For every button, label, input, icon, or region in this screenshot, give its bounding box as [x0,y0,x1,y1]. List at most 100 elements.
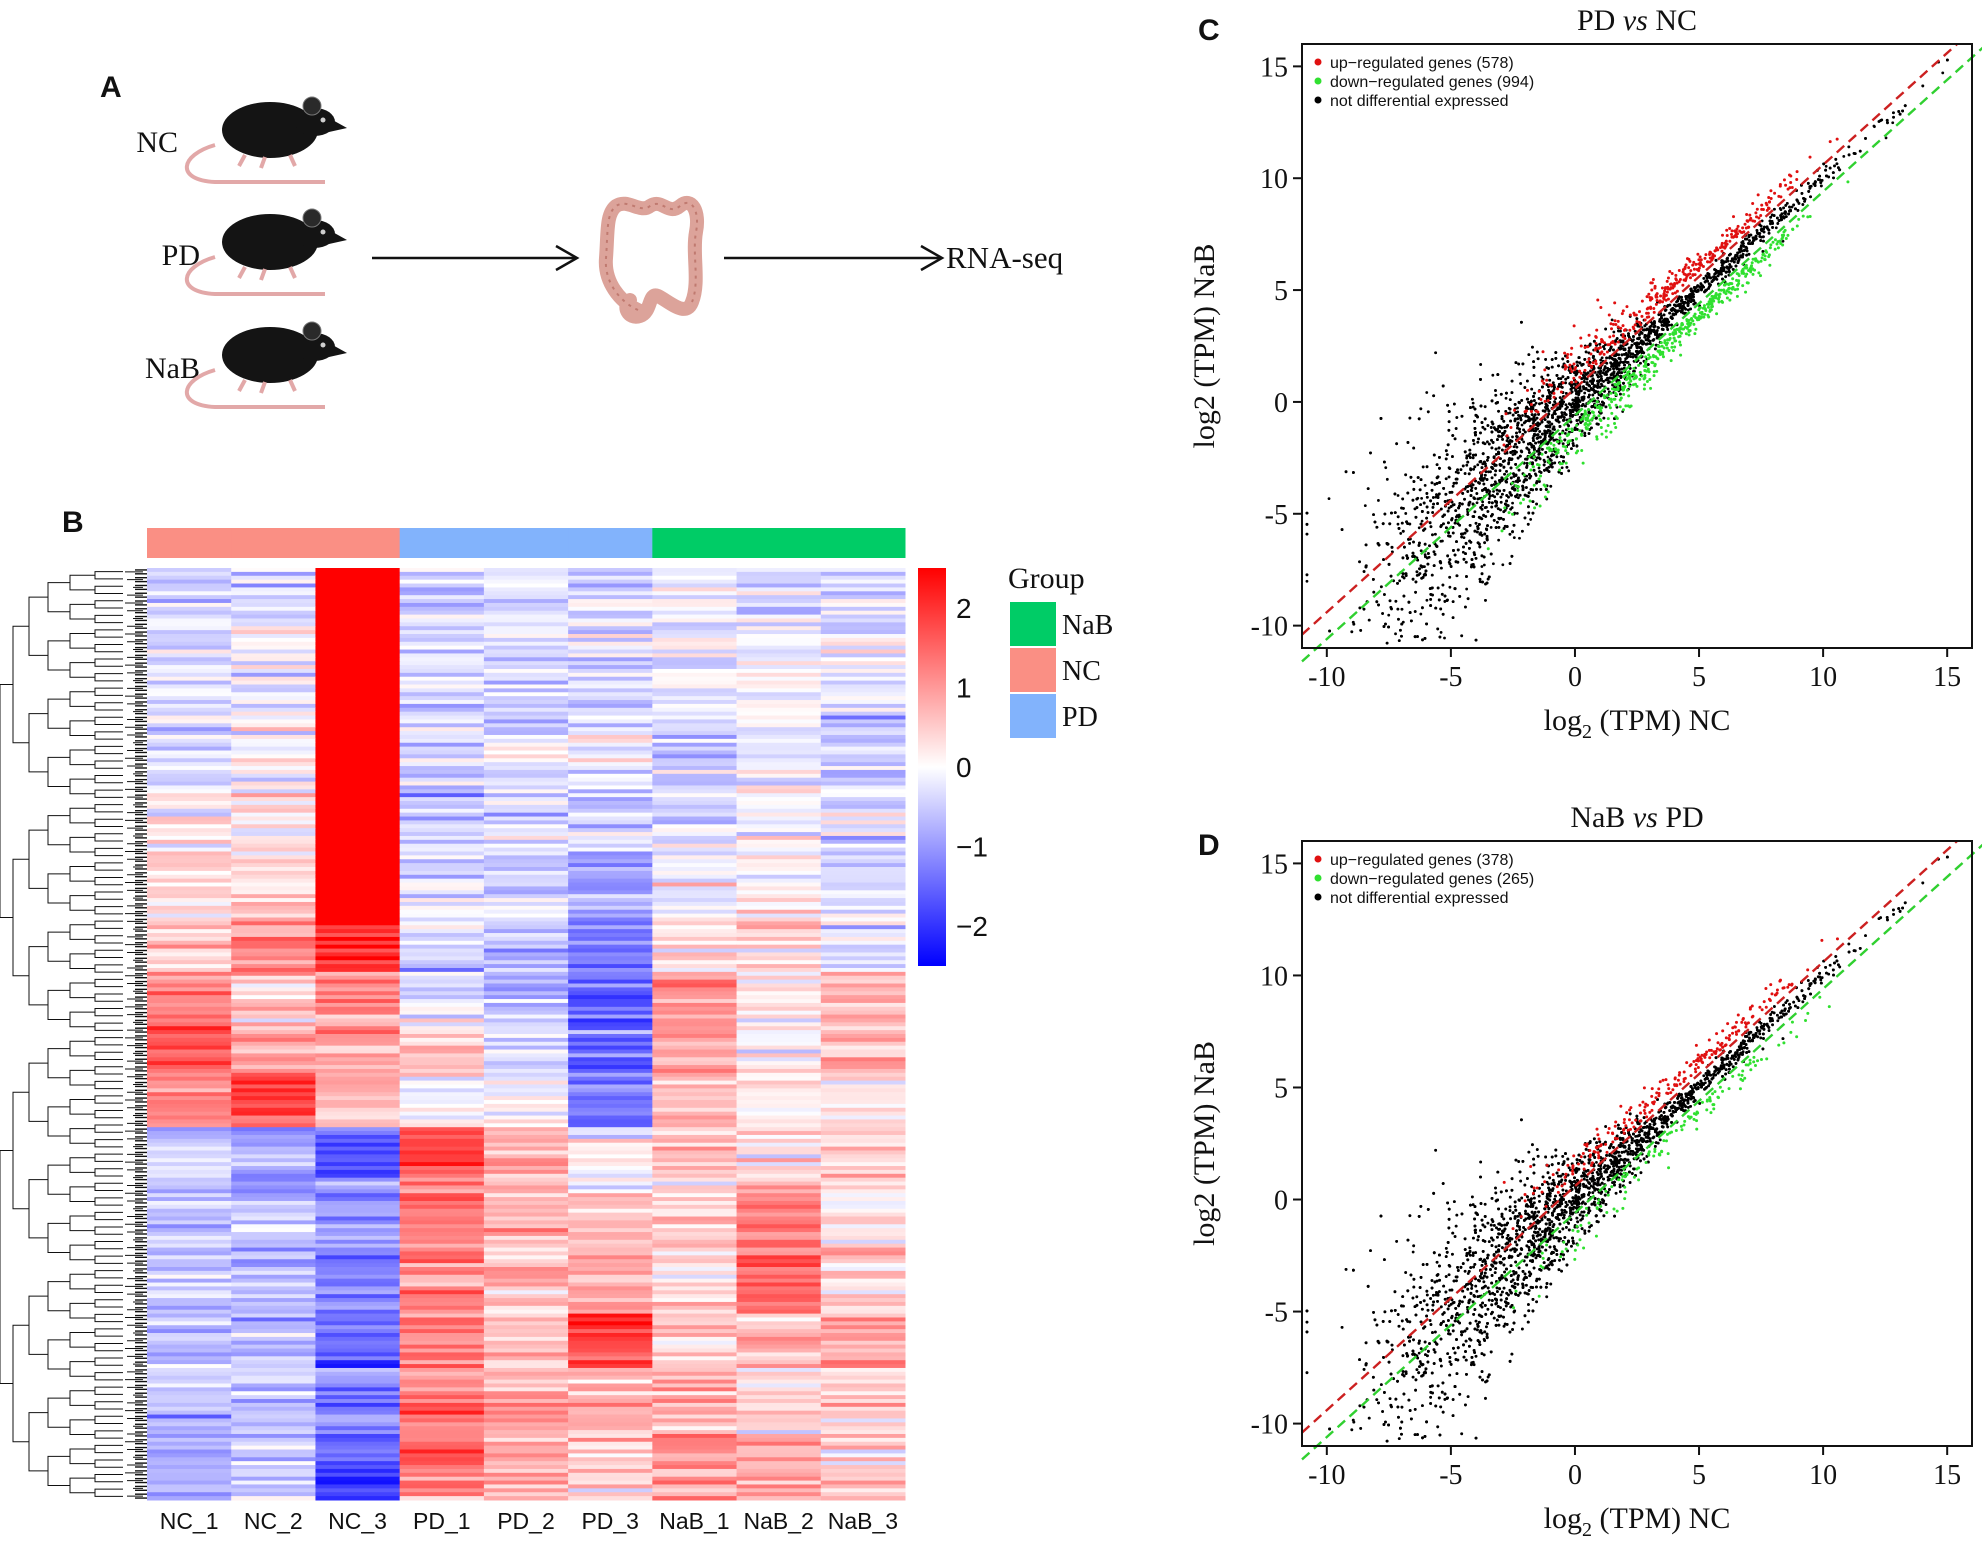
heatmap-cell [483,1216,569,1221]
point-not-differential [1491,562,1495,566]
heatmap-cell [315,641,401,647]
heatmap-cell [568,1018,653,1023]
heatmap-cell [399,618,485,623]
heatmap-cell [315,653,401,658]
heatmap-cell [483,1309,569,1315]
heatmap-cell [652,676,738,682]
heatmap-cell [820,1391,906,1396]
heatmap-cell [147,1259,232,1264]
heatmap-cell [399,1014,485,1019]
heatmap-cell [399,750,485,755]
heatmap-cell [399,1239,485,1245]
heatmap-cell [399,1061,485,1066]
heatmap-cell [568,1371,653,1377]
heatmap-cell [399,1193,485,1198]
heatmap-cell [736,610,822,616]
heatmap-cell [736,1166,822,1171]
heatmap-cell [483,1189,569,1194]
heatmap-cell [736,568,822,573]
heatmap-cell [231,579,316,585]
heatmap-cell [820,1158,906,1163]
heatmap-cell [820,727,906,732]
heatmap-cell [399,1150,485,1155]
heatmap-cell [652,568,738,573]
heatmap-cell [231,680,316,685]
heatmap-cell [399,1441,485,1447]
heatmap-cell [483,773,569,779]
heatmap-cell [820,933,906,938]
heatmap-cell [315,1496,401,1501]
heatmap-cell [147,1472,232,1478]
heatmap-cell [820,595,906,600]
point-not-differential [1560,466,1564,470]
heatmap-cell [652,960,738,965]
heatmap-cell [820,1480,906,1485]
heatmap-cell [652,1010,738,1016]
point-not-differential [1423,483,1427,487]
heatmap-cell [568,649,653,654]
heatmap-cell [147,1414,232,1419]
heatmap-cell [483,1002,569,1008]
heatmap-cell [483,661,569,666]
heatmap-cell [315,649,401,654]
heatmap-cell [652,1134,738,1140]
heatmap-cell [315,987,401,992]
colorbar [918,568,946,966]
heatmap-cell [820,692,906,697]
point-not-differential [1873,125,1876,129]
heatmap-cell [483,1154,569,1159]
heatmap-cell [147,886,232,891]
heatmap-cell [483,1445,569,1451]
heatmap-cell [399,863,485,868]
heatmap-cell [736,925,822,930]
heatmap-cell [820,602,906,608]
heatmap-cell [231,929,316,934]
heatmap-cell [399,742,485,748]
heatmap-cell [652,1453,738,1458]
point-not-differential [1521,414,1524,417]
heatmap-cell [652,991,738,996]
point-not-differential [1420,496,1424,500]
heatmap-cell [315,917,401,922]
heatmap-cell [736,1437,822,1443]
heatmap-cell [315,859,401,864]
sample-label: NaB_1 [659,1508,729,1534]
heatmap-cell [483,975,569,981]
heatmap-cell [231,816,316,821]
group-legend-swatch [1010,602,1056,646]
heatmap-cell [820,1437,906,1443]
heatmap-cell [736,999,822,1004]
heatmap-cell [820,1356,906,1361]
heatmap-cell [315,1488,401,1493]
heatmap-cell [736,1387,822,1392]
heatmap-cell [652,614,738,619]
heatmap-cell [483,1014,569,1019]
heatmap-cell [736,979,822,985]
sample-label: NaB_3 [828,1508,898,1534]
heatmap-cell [652,1177,738,1183]
heatmap-cell [483,859,569,864]
heatmap-cell [568,1267,653,1272]
heatmap-cell [820,1076,906,1082]
heatmap-cell [736,1313,822,1318]
heatmap-cell [315,1111,401,1117]
heatmap-cell [231,1057,316,1062]
heatmap-cell [147,1026,232,1031]
heatmap-cell [147,1107,232,1113]
heatmap-cell [399,1301,485,1307]
heatmap-cell [399,1406,485,1412]
heatmap-cell [652,1457,738,1462]
heatmap-cell [483,1344,569,1350]
heatmap-cell [568,1360,653,1365]
heatmap-cell [483,839,569,845]
heatmap-cell [568,1208,653,1214]
colorbar-tick-label: −1 [956,832,988,863]
heatmap-cell [736,886,822,891]
heatmap-cell [399,1340,485,1346]
heatmap-cell [147,1317,232,1322]
heatmap-cell [652,750,738,755]
heatmap-cell [652,1461,738,1466]
heatmap-cell [315,886,401,891]
heatmap-cell [231,1379,316,1384]
heatmap-cell [736,731,822,736]
